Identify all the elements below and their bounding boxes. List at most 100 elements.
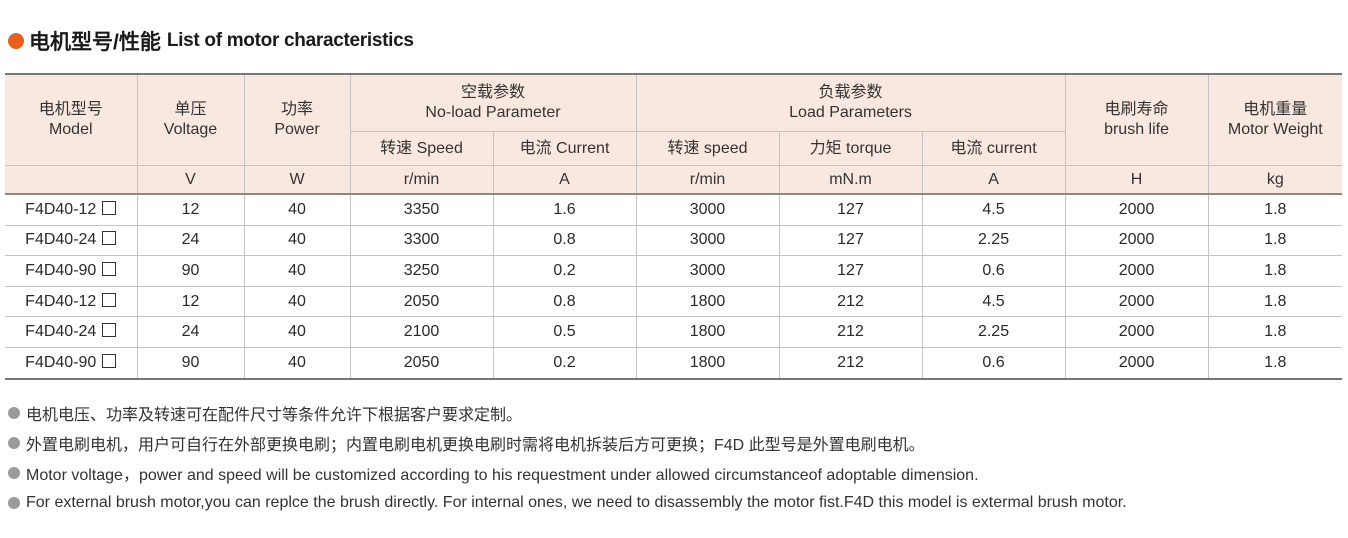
table-cell: 2050: [349, 285, 494, 318]
table-cell: 1800: [635, 346, 780, 380]
table-cell: 40: [243, 224, 351, 257]
table-cell: 0.5: [492, 316, 637, 348]
unit-cell: W: [243, 165, 351, 195]
table-cell: 127: [778, 224, 923, 257]
table-cell: 1.8: [1207, 316, 1343, 348]
model-cell: F4D40-24: [5, 316, 138, 348]
unit-cell: r/min: [349, 165, 494, 195]
table-cell: 212: [778, 285, 923, 318]
model-cell: F4D40-90: [5, 255, 138, 287]
header-noload: 空载参数 No-load Parameter: [349, 73, 637, 132]
table-cell: 2000: [1064, 346, 1209, 380]
table-cell: 4.5: [921, 285, 1066, 318]
table-cell: 90: [136, 255, 245, 287]
table-cell: 3000: [635, 193, 780, 226]
table-cell: 12: [136, 285, 245, 318]
table-cell: 0.2: [492, 346, 637, 380]
table-cell: 40: [243, 346, 351, 380]
header-brush-life: 电刷寿命 brush life: [1064, 73, 1209, 166]
table-cell: 3000: [635, 255, 780, 287]
table-cell: 1.8: [1207, 285, 1343, 318]
table-cell: 2000: [1064, 193, 1209, 226]
table-cell: 0.6: [921, 346, 1066, 380]
unit-cell: H: [1064, 165, 1209, 195]
table-cell: 2000: [1064, 224, 1209, 257]
note-text: 外置电刷电机，用户可自行在外部更换电刷；内置电刷电机更换电刷时需将电机拆装后方可…: [26, 437, 925, 454]
checkbox-square-icon: [102, 200, 117, 215]
note-item: For external brush motor,you can replce …: [8, 488, 1338, 518]
table-cell: 0.8: [492, 224, 637, 257]
table-cell: 0.6: [921, 255, 1066, 287]
heading-cn: 电机型号/性能: [29, 31, 161, 54]
checkbox-square-icon: [102, 323, 117, 338]
table-row: F4D40-12 12 40 3350 1.6 3000 127 4.5 200…: [5, 193, 1343, 226]
note-item: 电机电压、功率及转速可在配件尺寸等条件允许下根据客户要求定制。: [8, 398, 1338, 428]
table-cell: 1.8: [1207, 255, 1343, 287]
table-cell: 2.25: [921, 316, 1066, 348]
table-cell: 2.25: [921, 224, 1066, 257]
table-cell: 3300: [349, 224, 494, 257]
orange-dot-icon: [8, 33, 24, 49]
subheader-noload-current: 电流 Current: [492, 131, 637, 166]
note-item: Motor voltage，power and speed will be cu…: [8, 458, 1338, 488]
table-cell: 127: [778, 193, 923, 226]
table-cell: 0.8: [492, 285, 637, 318]
unit-cell: mN.m: [778, 165, 923, 195]
motor-characteristics-table: 电机型号 Model 单压 Voltage 功率 Power 空载参数 No-load …: [5, 73, 1343, 380]
unit-cell: kg: [1207, 165, 1343, 195]
note-item: 外置电刷电机，用户可自行在外部更换电刷；内置电刷电机更换电刷时需将电机拆装后方可…: [8, 428, 1338, 458]
table-row: F4D40-24 24 40 3300 0.8 3000 127 2.25 20…: [5, 224, 1343, 257]
table-cell: 24: [136, 224, 245, 257]
table-cell: 1.6: [492, 193, 637, 226]
model-cell: F4D40-24: [5, 224, 138, 257]
unit-cell-blank: [5, 165, 138, 195]
table-cell: 40: [243, 285, 351, 318]
header-power: 功率 Power: [243, 73, 351, 166]
model-cell: F4D40-12: [5, 193, 138, 226]
table-cell: 3250: [349, 255, 494, 287]
checkbox-square-icon: [102, 231, 117, 246]
header-motor-weight: 电机重量 Motor Weight: [1207, 73, 1343, 166]
table-cell: 2000: [1064, 285, 1209, 318]
note-text: 电机电压、功率及转速可在配件尺寸等条件允许下根据客户要求定制。: [26, 407, 523, 424]
table-cell: 1800: [635, 316, 780, 348]
checkbox-square-icon: [102, 292, 117, 307]
subheader-load-current: 电流 current: [921, 131, 1066, 166]
table-cell: 3350: [349, 193, 494, 226]
table-row: F4D40-90 90 40 3250 0.2 3000 127 0.6 200…: [5, 255, 1343, 287]
section-heading: 电机型号/性能 List of motor characteristics: [8, 26, 414, 56]
heading-en: List of motor characteristics: [166, 30, 414, 51]
table-cell: 2000: [1064, 255, 1209, 287]
table-cell: 4.5: [921, 193, 1066, 226]
table-cell: 3000: [635, 224, 780, 257]
table-cell: 1.8: [1207, 224, 1343, 257]
table-cell: 90: [136, 346, 245, 380]
note-text: Motor voltage，power and speed will be cu…: [26, 467, 979, 484]
gray-bullet-icon: [8, 467, 20, 479]
table-row: F4D40-90 90 40 2050 0.2 1800 212 0.6 200…: [5, 346, 1343, 380]
gray-bullet-icon: [8, 437, 20, 449]
table-cell: 1800: [635, 285, 780, 318]
table-cell: 2000: [1064, 316, 1209, 348]
table-cell: 212: [778, 316, 923, 348]
gray-bullet-icon: [8, 407, 20, 419]
notes-list: 电机电压、功率及转速可在配件尺寸等条件允许下根据客户要求定制。 外置电刷电机，用…: [8, 398, 1338, 518]
checkbox-square-icon: [102, 261, 117, 276]
header-load: 负载参数 Load Parameters: [635, 73, 1066, 132]
subheader-noload-speed: 转速 Speed: [350, 131, 494, 166]
unit-cell: V: [136, 165, 245, 195]
subheader-load-speed: 转速 speed: [635, 131, 780, 166]
table-cell: 0.2: [492, 255, 637, 287]
checkbox-square-icon: [102, 353, 117, 368]
unit-cell: r/min: [635, 165, 780, 195]
table-cell: 40: [243, 316, 351, 348]
header-voltage: 单压 Voltage: [136, 73, 245, 166]
table-row: F4D40-24 24 40 2100 0.5 1800 212 2.25 20…: [5, 316, 1343, 348]
table-cell: 40: [243, 255, 351, 287]
subheader-load-torque: 力矩 torque: [778, 131, 923, 166]
unit-cell: A: [492, 165, 637, 195]
unit-cell: A: [921, 165, 1066, 195]
table-cell: 212: [778, 346, 923, 380]
table-row: F4D40-12 12 40 2050 0.8 1800 212 4.5 200…: [5, 285, 1343, 318]
table-cell: 12: [136, 193, 245, 226]
